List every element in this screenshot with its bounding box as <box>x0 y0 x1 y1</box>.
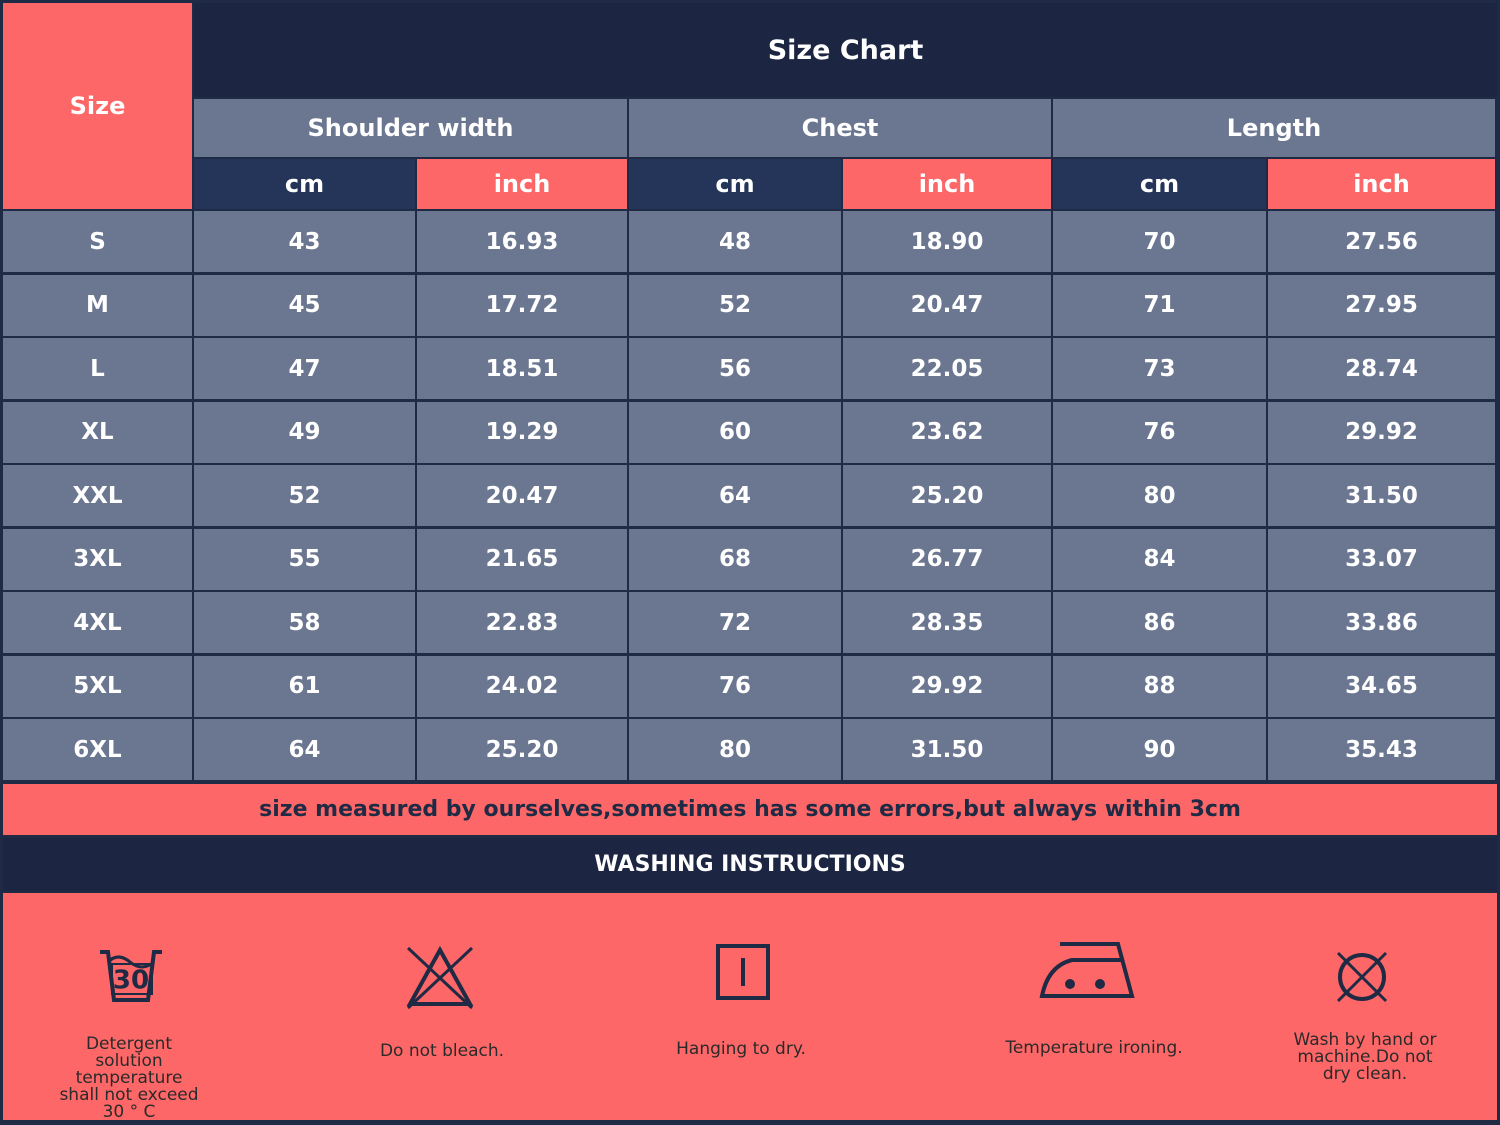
value-cell: 86 <box>1053 592 1266 653</box>
value-cell: 47 <box>194 338 415 399</box>
value-cell: 60 <box>629 401 841 463</box>
value-cell: 19.29 <box>417 401 627 463</box>
note: size measured by ourselves,sometimes has… <box>3 784 1497 835</box>
value-cell: 76 <box>1053 401 1266 463</box>
value-cell: 24.02 <box>417 655 627 717</box>
group-header: Chest <box>629 99 1051 157</box>
value-cell: 25.20 <box>843 465 1051 526</box>
value-cell: 23.62 <box>843 401 1051 463</box>
value-cell: 28.74 <box>1268 338 1495 399</box>
value-cell: 28.35 <box>843 592 1051 653</box>
corner-header: Size <box>3 3 192 209</box>
unit-header: inch <box>417 159 627 209</box>
value-cell: 33.86 <box>1268 592 1495 653</box>
value-cell: 68 <box>629 528 841 590</box>
value-cell: 71 <box>1053 274 1266 336</box>
group-header: Shoulder width <box>194 99 627 157</box>
value-cell: 31.50 <box>1268 465 1495 526</box>
size-cell: 3XL <box>3 528 192 590</box>
value-cell: 20.47 <box>417 465 627 526</box>
value-cell: 22.83 <box>417 592 627 653</box>
size-cell: M <box>3 274 192 336</box>
value-cell: 90 <box>1053 719 1266 780</box>
value-cell: 33.07 <box>1268 528 1495 590</box>
value-cell: 80 <box>1053 465 1266 526</box>
unit-header: cm <box>194 159 415 209</box>
size-cell: 4XL <box>3 592 192 653</box>
value-cell: 72 <box>629 592 841 653</box>
value-cell: 35.43 <box>1268 719 1495 780</box>
value-cell: 61 <box>194 655 415 717</box>
care-caption: Wash by hand or machine.Do not dry clean… <box>1293 1030 1437 1084</box>
washing-panel <box>3 893 1497 1120</box>
value-cell: 18.51 <box>417 338 627 399</box>
value-cell: 34.65 <box>1268 655 1495 717</box>
no-dry-clean-icon <box>1336 951 1388 1003</box>
value-cell: 22.05 <box>843 338 1051 399</box>
value-cell: 64 <box>629 465 841 526</box>
size-cell: XL <box>3 401 192 463</box>
care-caption: Detergent solution temperature shall not… <box>59 1034 199 1122</box>
value-cell: 27.56 <box>1268 211 1495 272</box>
value-cell: 29.92 <box>843 655 1051 717</box>
size-cell: XXL <box>3 465 192 526</box>
value-cell: 76 <box>629 655 841 717</box>
value-cell: 58 <box>194 592 415 653</box>
value-cell: 52 <box>194 465 415 526</box>
value-cell: 21.65 <box>417 528 627 590</box>
value-cell: 31.50 <box>843 719 1051 780</box>
unit-header: cm <box>1053 159 1266 209</box>
unit-header: inch <box>843 159 1051 209</box>
value-cell: 20.47 <box>843 274 1051 336</box>
size-cell: L <box>3 338 192 399</box>
value-cell: 45 <box>194 274 415 336</box>
table-title: Size Chart <box>194 3 1497 97</box>
value-cell: 29.92 <box>1268 401 1495 463</box>
wash-temp: 30 <box>113 966 149 996</box>
care-caption: Temperature ironing. <box>1005 1038 1183 1058</box>
unit-header: cm <box>629 159 841 209</box>
group-header: Length <box>1053 99 1495 157</box>
size-cell: 6XL <box>3 719 192 780</box>
value-cell: 73 <box>1053 338 1266 399</box>
size-cell: S <box>3 211 192 272</box>
value-cell: 17.72 <box>417 274 627 336</box>
value-cell: 27.95 <box>1268 274 1495 336</box>
value-cell: 43 <box>194 211 415 272</box>
value-cell: 70 <box>1053 211 1266 272</box>
washing-title: WASHING INSTRUCTIONS <box>3 838 1497 891</box>
value-cell: 80 <box>629 719 841 780</box>
hang-dry-icon <box>716 944 770 1000</box>
iron-icon <box>1039 942 1135 998</box>
value-cell: 88 <box>1053 655 1266 717</box>
no-bleach-icon <box>406 945 474 1010</box>
care-caption: Do not bleach. <box>379 1041 505 1061</box>
value-cell: 26.77 <box>843 528 1051 590</box>
wash-icon: 30 <box>100 950 162 1002</box>
size-cell: 5XL <box>3 655 192 717</box>
value-cell: 84 <box>1053 528 1266 590</box>
value-cell: 64 <box>194 719 415 780</box>
value-cell: 49 <box>194 401 415 463</box>
value-cell: 52 <box>629 274 841 336</box>
unit-header: inch <box>1268 159 1495 209</box>
care-caption: Hanging to dry. <box>676 1039 806 1059</box>
value-cell: 55 <box>194 528 415 590</box>
value-cell: 18.90 <box>843 211 1051 272</box>
value-cell: 25.20 <box>417 719 627 780</box>
value-cell: 48 <box>629 211 841 272</box>
value-cell: 56 <box>629 338 841 399</box>
value-cell: 16.93 <box>417 211 627 272</box>
